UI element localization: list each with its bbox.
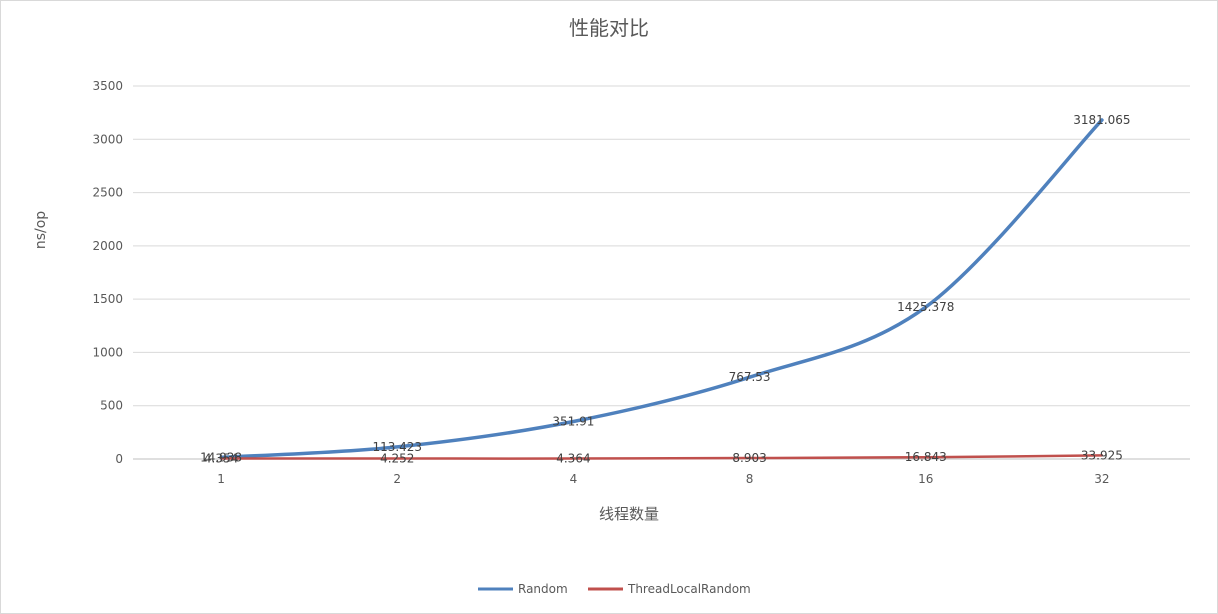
data-label: 4.364 <box>556 452 590 466</box>
legend-label: ThreadLocalRandom <box>627 582 751 596</box>
series-lines <box>219 118 1104 460</box>
y-tick-label: 1000 <box>92 345 123 359</box>
data-label: 4.252 <box>380 452 414 466</box>
y-tick-label: 3500 <box>92 79 123 93</box>
data-label: 767.53 <box>729 370 771 384</box>
x-tick-label: 4 <box>570 472 578 486</box>
legend-label: Random <box>518 582 568 596</box>
data-label: 16.843 <box>905 450 947 464</box>
legend-item: Random <box>478 582 568 596</box>
x-tick-label: 16 <box>918 472 933 486</box>
x-axis-title: 线程数量 <box>599 505 659 523</box>
data-label: 33.925 <box>1081 448 1123 462</box>
chart-title: 性能对比 <box>569 16 649 40</box>
data-label: 3181.065 <box>1073 113 1130 127</box>
data-label: 14.938 <box>200 450 242 464</box>
y-tick-label: 500 <box>100 399 123 413</box>
data-label: 113.423 <box>372 440 422 454</box>
legend-item: ThreadLocalRandom <box>588 582 751 596</box>
gridlines <box>133 85 1190 460</box>
x-tick-label: 32 <box>1094 472 1109 486</box>
series-line-Random <box>219 118 1104 460</box>
series-line-ThreadLocalRandom <box>219 454 1104 460</box>
y-tick-label: 1500 <box>92 292 123 306</box>
data-label: 4.354 <box>204 452 238 466</box>
data-label: 1425.378 <box>897 300 954 314</box>
data-labels: 14.938 113.423 351.91 767.53 1425.378 3181.06… <box>200 113 1130 466</box>
legend: Random ThreadLocalRandom <box>478 582 751 596</box>
y-tick-label: 2500 <box>92 186 123 200</box>
data-label: 351.91 <box>552 414 594 428</box>
y-axis-title: ns/op <box>33 211 49 249</box>
y-tick-label: 3000 <box>92 132 123 146</box>
x-tick-label: 2 <box>393 472 401 486</box>
x-tick-label: 8 <box>746 472 754 486</box>
y-tick-label: 0 <box>115 452 123 466</box>
x-tick-labels: 1 2 4 8 16 32 <box>217 472 1109 486</box>
y-tick-label: 2000 <box>92 239 123 253</box>
data-label: 8.903 <box>732 451 766 465</box>
x-tick-label: 1 <box>217 472 225 486</box>
y-tick-labels: 0 500 1000 1500 2000 2500 3000 3500 <box>92 79 123 466</box>
